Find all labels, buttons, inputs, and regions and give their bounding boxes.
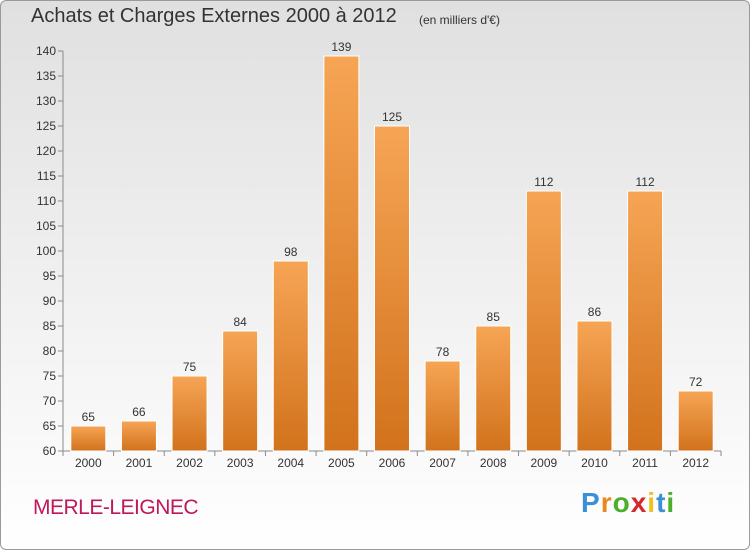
y-tick-label: 130 (36, 94, 56, 108)
x-tick-label: 2003 (227, 456, 254, 470)
x-tick-label: 2007 (429, 456, 456, 470)
logo-letter: x (630, 487, 648, 518)
y-tick-label: 85 (43, 319, 57, 333)
x-axis: 2000 2001 2002 2003 2004 2005 2006 2007 2008 2009… (62, 450, 722, 470)
data-label: 78 (436, 345, 450, 359)
x-tick-label: 2012 (682, 456, 709, 470)
chart-subtitle: (en milliers d'€) (419, 13, 500, 27)
y-tick-label: 105 (36, 219, 56, 233)
y-tick-label: 65 (43, 419, 57, 433)
x-tick-label: 2006 (379, 456, 406, 470)
bar (576, 320, 613, 452)
y-tick-label: 75 (43, 369, 57, 383)
logo-letter: o (612, 487, 631, 518)
data-label: 125 (382, 110, 402, 124)
x-tick-label: 2011 (632, 456, 658, 470)
bar (525, 190, 562, 452)
x-tick-label: 2009 (530, 456, 557, 470)
data-label: 84 (233, 315, 247, 329)
x-tick-label: 2004 (277, 456, 304, 470)
x-tick-label: 2001 (126, 456, 153, 470)
y-tick-label: 125 (36, 119, 56, 133)
data-label: 72 (689, 375, 703, 389)
data-label: 112 (534, 175, 553, 189)
y-tick-label: 110 (37, 194, 56, 208)
x-tick-label: 2005 (328, 456, 355, 470)
y-tick-label: 135 (36, 69, 56, 83)
x-tick-label: 2002 (176, 456, 203, 470)
y-tick-label: 95 (43, 269, 57, 283)
bar (374, 125, 410, 452)
logo-letter: i (666, 487, 676, 518)
y-tick-label: 60 (43, 444, 57, 458)
data-label: 139 (331, 40, 351, 54)
data-label: 112 (636, 175, 655, 189)
logo-letter: P (581, 487, 601, 518)
y-tick-label: 70 (43, 394, 57, 408)
y-tick-label: 90 (43, 294, 57, 308)
x-tick-label: 2008 (480, 456, 507, 470)
y-tick-label: 115 (37, 169, 56, 183)
y-tick-label: 80 (43, 344, 57, 358)
y-tick-label: 140 (36, 44, 56, 58)
data-label: 65 (82, 410, 96, 424)
bar (171, 375, 208, 452)
chart-title: Achats et Charges Externes 2000 à 2012 (31, 5, 397, 27)
commune-name: MERLE-LEIGNEC (33, 496, 199, 519)
x-tick-label: 2010 (581, 456, 608, 470)
logo-letter: t (656, 487, 667, 518)
bar (677, 390, 714, 452)
y-tick-label: 100 (36, 244, 56, 258)
proxiti-logo: Proxiti (581, 487, 675, 519)
bars: 65 66 75 84 98 139 125 78 85 112 86 112 72 (70, 40, 714, 452)
logo-letter: i (647, 487, 657, 518)
logo-letter: r (600, 487, 613, 518)
bar (222, 330, 259, 452)
data-label: 85 (487, 310, 501, 324)
bar (627, 190, 664, 452)
bar (323, 55, 360, 452)
y-tick-label: 120 (36, 144, 56, 158)
data-label: 66 (132, 405, 146, 419)
bar (272, 260, 309, 452)
y-axis: 60 65 70 75 80 85 90 95 100 105 110 115 120 125 130 135… (36, 44, 64, 458)
bar (120, 420, 157, 452)
data-label: 86 (588, 305, 602, 319)
data-label: 98 (284, 245, 298, 259)
x-tick-label: 2000 (75, 456, 102, 470)
bar (475, 325, 512, 452)
bar (424, 360, 461, 452)
data-label: 75 (183, 360, 197, 374)
bar (70, 425, 107, 452)
